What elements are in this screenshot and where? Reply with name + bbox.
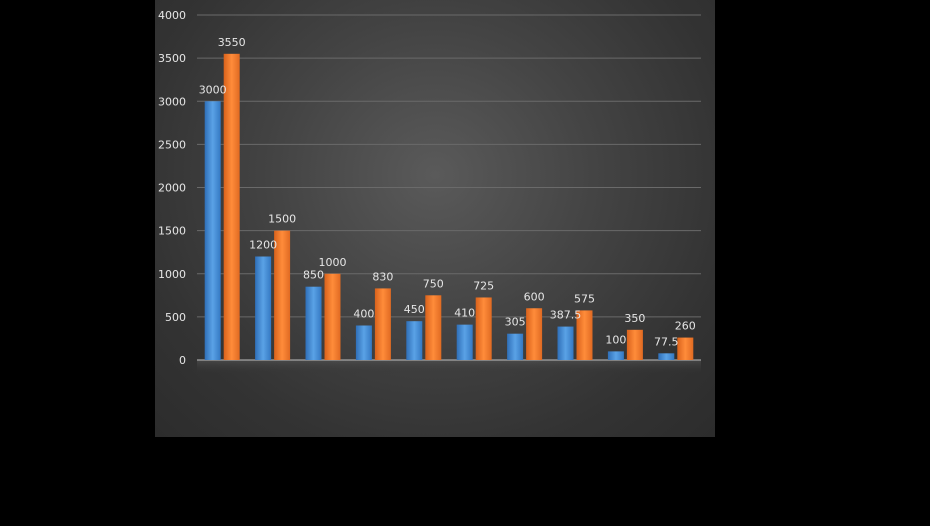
data-label: 750 (423, 277, 444, 290)
gridlines (197, 14, 701, 374)
y-tick-label: 4000 (158, 9, 186, 22)
bar-series-2 (626, 329, 643, 360)
bar-series-2 (677, 337, 694, 360)
data-label: 387.5 (550, 309, 582, 322)
bar-series-1 (658, 353, 675, 360)
data-label: 400 (353, 308, 374, 321)
data-label: 260 (675, 320, 696, 333)
y-tick-label: 2000 (158, 182, 186, 195)
bar-series-2 (425, 295, 442, 360)
bar-series-1 (255, 256, 272, 360)
data-label: 3000 (199, 83, 227, 96)
data-label: 3550 (218, 36, 246, 49)
bar-series-1 (557, 326, 574, 360)
bar-series-1 (507, 333, 524, 360)
bar-chart: 0 500 1000 1500 2000 2500 3000 3500 4000 3000 355… (158, 9, 701, 374)
bar-series-1 (456, 324, 473, 360)
data-label: 1500 (268, 213, 296, 226)
chart-panel: 0 500 1000 1500 2000 2500 3000 3500 4000 3000 355… (155, 0, 715, 437)
bar-series-1 (355, 325, 372, 360)
bar-series-1 (305, 286, 322, 360)
data-label: 725 (473, 279, 494, 292)
y-tick-label: 3000 (158, 95, 186, 108)
data-label: 600 (524, 290, 545, 303)
bar-series-2 (526, 308, 543, 360)
data-label: 850 (303, 269, 324, 282)
data-label: 77.5 (654, 335, 679, 348)
bar-series-2 (475, 297, 492, 360)
y-tick-label: 500 (165, 311, 186, 324)
bar-series-2 (374, 288, 391, 360)
data-label: 100 (605, 333, 626, 346)
bar-series-1 (204, 101, 221, 360)
y-tick-label: 1000 (158, 268, 186, 281)
bar-series-2 (274, 230, 291, 360)
data-label: 450 (404, 303, 425, 316)
data-label: 350 (624, 312, 645, 325)
y-tick-label: 3500 (158, 52, 186, 65)
floor-shade (197, 360, 701, 374)
data-label: 410 (454, 307, 475, 320)
y-tick-label: 1500 (158, 225, 186, 238)
bar-series-2 (223, 53, 240, 360)
data-label: 1200 (249, 239, 277, 252)
bar-series-1 (607, 351, 624, 360)
bar-series-2 (576, 310, 593, 360)
data-label: 305 (505, 316, 526, 329)
data-label: 575 (574, 292, 595, 305)
bar-series-1 (406, 321, 423, 360)
bars (204, 53, 694, 360)
y-axis: 0 500 1000 1500 2000 2500 3000 3500 4000 (158, 9, 186, 367)
data-label: 830 (372, 270, 393, 283)
data-label: 1000 (319, 256, 347, 269)
y-tick-label: 0 (179, 354, 186, 367)
y-tick-label: 2500 (158, 138, 186, 151)
bar-series-2 (324, 273, 341, 360)
